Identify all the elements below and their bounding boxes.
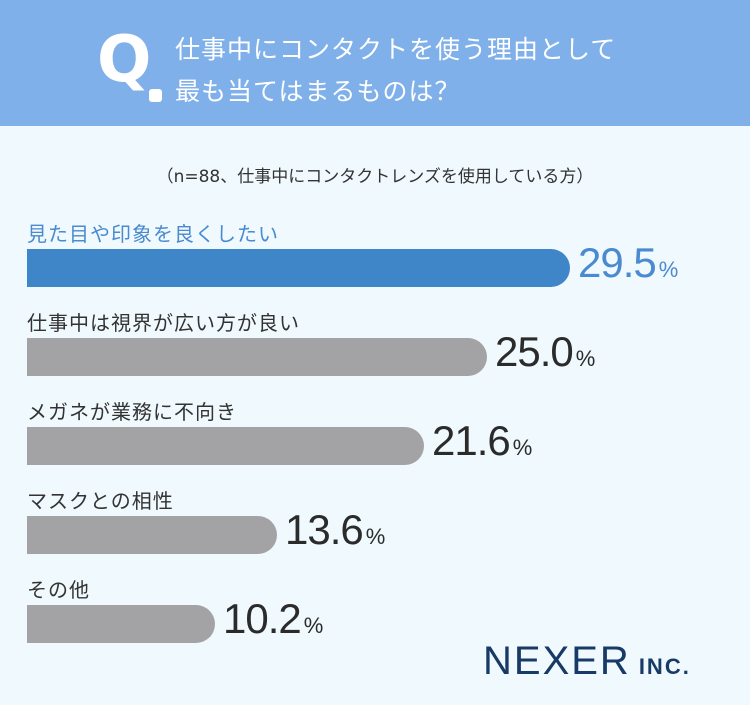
value-unit: % bbox=[512, 435, 533, 460]
value-number: 10.2 bbox=[223, 595, 302, 642]
value-number: 25.0 bbox=[495, 328, 574, 375]
logo-main: NEXER bbox=[483, 639, 631, 683]
bar bbox=[27, 338, 487, 376]
bar bbox=[27, 249, 570, 287]
sample-note: （n=88、仕事中にコンタクトレンズを使用している方） bbox=[156, 167, 594, 187]
value-number: 21.6 bbox=[432, 417, 511, 464]
q-dot bbox=[149, 89, 162, 102]
bar bbox=[27, 605, 215, 643]
q-letter: Q bbox=[97, 23, 152, 97]
category-label: マスクとの相性 bbox=[27, 489, 174, 513]
value-label: 21.6% bbox=[432, 417, 532, 465]
nexer-logo: NEXER INC. bbox=[483, 639, 691, 684]
question-line-1: 仕事中にコンタクトを使う理由として bbox=[175, 35, 617, 64]
value-label: 13.6% bbox=[285, 506, 385, 554]
value-label: 10.2% bbox=[223, 595, 323, 643]
value-label: 25.0% bbox=[495, 328, 595, 376]
value-unit: % bbox=[365, 524, 386, 549]
value-unit: % bbox=[303, 613, 324, 638]
logo-sub: INC. bbox=[638, 654, 691, 679]
category-label: 仕事中は視界が広い方が良い bbox=[27, 311, 300, 335]
bar bbox=[27, 516, 277, 554]
category-label: 見た目や印象を良くしたい bbox=[27, 222, 279, 246]
question-line-2: 最も当てはまるものは？ bbox=[175, 77, 461, 106]
value-label: 29.5% bbox=[578, 239, 678, 287]
value-unit: % bbox=[658, 257, 679, 282]
value-number: 13.6 bbox=[285, 506, 364, 553]
category-label: その他 bbox=[27, 578, 90, 602]
category-label: メガネが業務に不向き bbox=[27, 400, 237, 424]
value-unit: % bbox=[575, 346, 596, 371]
value-number: 29.5 bbox=[578, 239, 657, 286]
bar bbox=[27, 427, 424, 465]
question-header: Q 仕事中にコンタクトを使う理由として 最も当てはまるものは？ bbox=[0, 0, 750, 126]
